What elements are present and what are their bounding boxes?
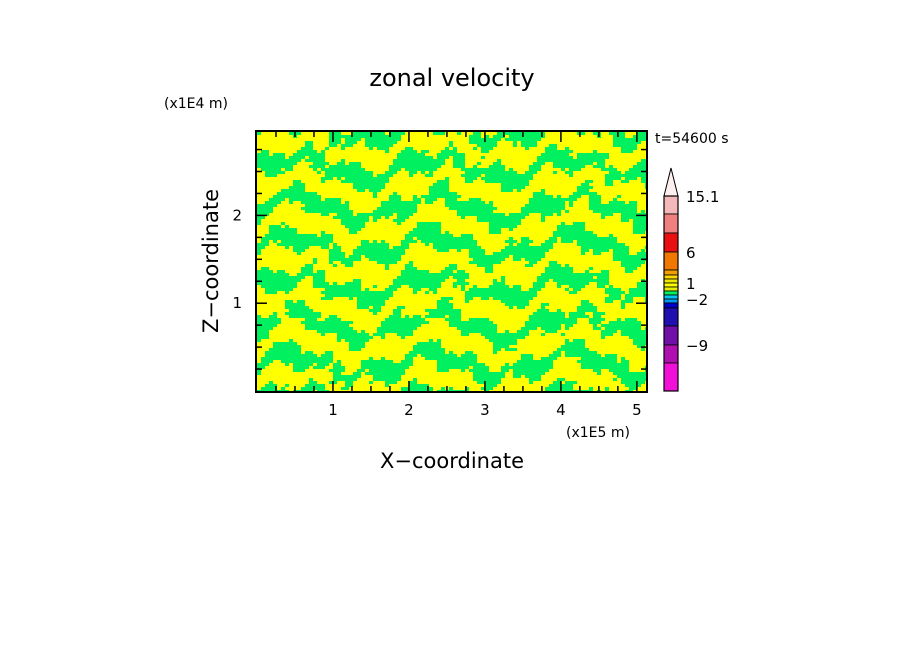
y-tick-labels: 12 [232, 206, 242, 312]
colorbar-label: −2 [686, 291, 708, 309]
x-tick-label: 5 [632, 401, 642, 419]
x-tick-labels: 1 2 3 4 5 [328, 401, 641, 419]
colorbar-bin [663, 307, 679, 327]
colorbar-label: 15.1 [686, 188, 719, 206]
y-scale-label: (x1E4 m) [164, 96, 228, 112]
colorbar-bin [663, 251, 679, 271]
colorbar-bin [663, 274, 679, 280]
colorbar-bin [663, 298, 679, 304]
x-scale-label: (x1E5 m) [566, 425, 630, 441]
colorbar-bin [663, 325, 679, 346]
colorbar-label: 1 [686, 275, 696, 293]
x-tick-label: 4 [556, 401, 566, 419]
colorbar-bin [663, 290, 679, 296]
colorbar-labels: 15.1 6 1−2 −9 [686, 188, 719, 355]
y-tick-label: 1 [232, 294, 242, 312]
colorbar-max-arrow [663, 167, 679, 197]
colorbar-bin [663, 344, 679, 364]
time-label: t=54600 s [655, 131, 729, 147]
x-tick-label: 1 [328, 401, 338, 419]
y-tick-label: 2 [232, 206, 242, 224]
x-tick-label: 2 [404, 401, 414, 419]
x-tick-label: 3 [480, 401, 490, 419]
colorbar-bin [663, 213, 679, 234]
axes-ticks [257, 132, 646, 391]
y-axis-label: Z−coordinate [199, 189, 223, 333]
colorbar-label: −9 [686, 337, 708, 355]
field-contour-low [257, 132, 646, 391]
colorbar-bin [663, 294, 679, 300]
colorbar [663, 167, 679, 392]
colorbar-bin [663, 278, 679, 284]
colorbar-bin [663, 232, 679, 253]
colorbar-bin [663, 362, 679, 392]
colorbar-label: 6 [686, 244, 696, 262]
colorbar-bin [663, 286, 679, 292]
colorbar-bin [663, 302, 679, 309]
colorbar-bin [663, 282, 679, 288]
colorbar-bin [663, 269, 679, 276]
plot-frame [255, 130, 648, 393]
colorbar-bin [663, 195, 679, 215]
chart-title: zonal velocity [369, 64, 534, 92]
velocity-field [257, 132, 646, 391]
x-axis-label: X−coordinate [380, 449, 524, 473]
colorbar-frame [663, 195, 679, 392]
